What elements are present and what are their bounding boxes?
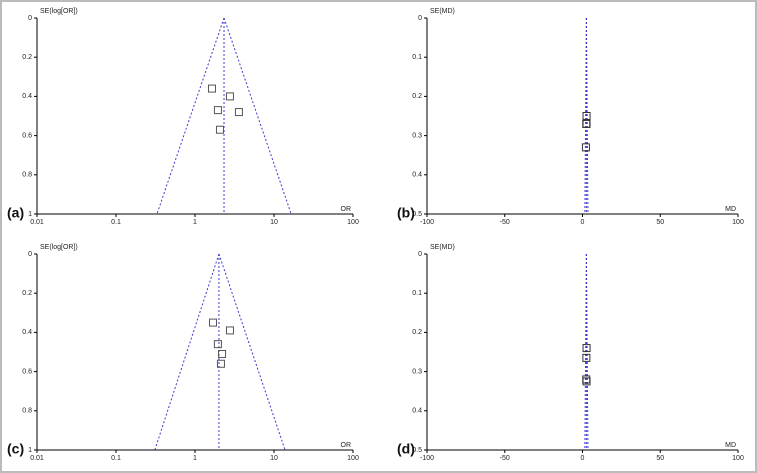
funnel-right <box>218 253 286 451</box>
y-tick-label: 0.2 <box>22 290 32 297</box>
study-point <box>207 84 216 93</box>
y-tick-label: 1 <box>28 447 32 454</box>
y-tick-label: 0.1 <box>412 54 422 61</box>
y-tick-label: 0.4 <box>412 172 422 179</box>
x-tick-label: 100 <box>347 455 359 462</box>
y-tick-label: 0.2 <box>412 93 422 100</box>
funnel-left <box>156 17 225 215</box>
y-tick-label: 0.5 <box>412 447 422 454</box>
y-tick-label: 0.4 <box>22 329 32 336</box>
x-axis-label: OR <box>341 206 352 213</box>
study-point <box>582 353 591 362</box>
y-tick-label: 0.3 <box>412 132 422 139</box>
study-point <box>209 318 218 327</box>
x-tick-label: -100 <box>420 219 434 226</box>
x-tick-label: 100 <box>347 219 359 226</box>
x-axis-label: MD <box>725 442 736 449</box>
study-point <box>582 119 591 128</box>
y-tick-label: 0 <box>28 15 32 22</box>
x-tick-label: 0 <box>581 219 585 226</box>
study-point <box>234 108 243 117</box>
funnel-right <box>223 17 292 215</box>
study-point <box>225 92 234 101</box>
panel-label: (b) <box>397 205 415 221</box>
x-tick-label: 50 <box>656 219 664 226</box>
x-tick-label: 1 <box>193 455 197 462</box>
study-point <box>213 106 222 115</box>
y-axis-label: SE(log[OR]) <box>40 8 78 15</box>
y-tick-label: 0 <box>28 251 32 258</box>
x-tick-label: -50 <box>500 455 510 462</box>
study-point <box>582 344 591 353</box>
y-tick-label: 0.5 <box>412 211 422 218</box>
y-tick-label: 0.4 <box>412 408 422 415</box>
y-tick-label: 0.4 <box>22 93 32 100</box>
x-axis-label: OR <box>341 442 352 449</box>
x-tick-label: 100 <box>732 219 744 226</box>
funnel-right <box>585 253 589 451</box>
funnel-left <box>584 253 587 451</box>
study-point <box>582 377 591 386</box>
panel-label: (c) <box>7 441 24 457</box>
x-axis-label: MD <box>725 206 736 213</box>
x-tick-label: 0.1 <box>111 455 121 462</box>
y-axis-label: SE(MD) <box>430 244 455 251</box>
x-tick-label: -100 <box>420 455 434 462</box>
y-tick-label: 0.8 <box>22 408 32 415</box>
x-tick-label: 0.01 <box>30 455 44 462</box>
x-tick-label: 0.01 <box>30 219 44 226</box>
y-tick-label: 0.6 <box>22 132 32 139</box>
funnel-right <box>585 17 589 215</box>
funnel-left <box>584 17 587 215</box>
study-point <box>582 112 591 120</box>
study-point <box>581 143 590 152</box>
y-axis-label: SE(log[OR]) <box>40 244 78 251</box>
x-tick-label: 10 <box>270 455 278 462</box>
study-point <box>216 359 225 368</box>
study-point <box>213 340 222 349</box>
x-tick-label: 50 <box>656 455 664 462</box>
study-point <box>225 326 234 335</box>
y-axis-label: SE(MD) <box>430 8 455 15</box>
x-tick-label: -50 <box>500 219 510 226</box>
y-tick-label: 0.6 <box>22 368 32 375</box>
x-tick-label: 10 <box>270 219 278 226</box>
x-tick-label: 1 <box>193 219 197 226</box>
x-tick-label: 100 <box>732 455 744 462</box>
y-tick-label: 0.8 <box>22 172 32 179</box>
y-tick-label: 0 <box>418 251 422 258</box>
x-tick-label: 0.1 <box>111 219 121 226</box>
y-tick-label: 0.2 <box>22 54 32 61</box>
study-point <box>215 125 224 134</box>
panel-label: (d) <box>397 441 415 457</box>
y-tick-label: 0 <box>418 15 422 22</box>
y-tick-label: 1 <box>28 211 32 218</box>
y-tick-label: 0.1 <box>412 290 422 297</box>
study-point <box>218 349 227 358</box>
panel-label: (a) <box>7 205 24 221</box>
y-tick-label: 0.3 <box>412 368 422 375</box>
x-tick-label: 0 <box>581 455 585 462</box>
y-tick-label: 0.2 <box>412 329 422 336</box>
